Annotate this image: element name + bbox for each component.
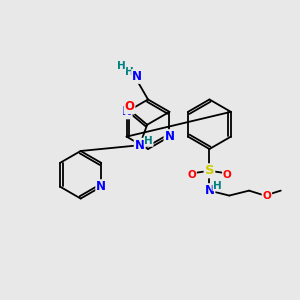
Text: O: O	[262, 190, 271, 201]
Text: O: O	[124, 100, 134, 113]
Text: N: N	[204, 184, 214, 197]
Text: O: O	[187, 170, 196, 180]
Text: S: S	[205, 164, 214, 177]
Text: H: H	[144, 136, 153, 146]
Text: N: N	[96, 180, 106, 193]
Text: H: H	[125, 68, 134, 77]
Text: O: O	[223, 170, 232, 180]
Text: N: N	[164, 130, 175, 143]
Text: H: H	[213, 181, 222, 191]
Text: N: N	[132, 70, 142, 83]
Text: N: N	[135, 139, 145, 152]
Text: N: N	[122, 105, 132, 119]
Text: H: H	[117, 61, 126, 70]
